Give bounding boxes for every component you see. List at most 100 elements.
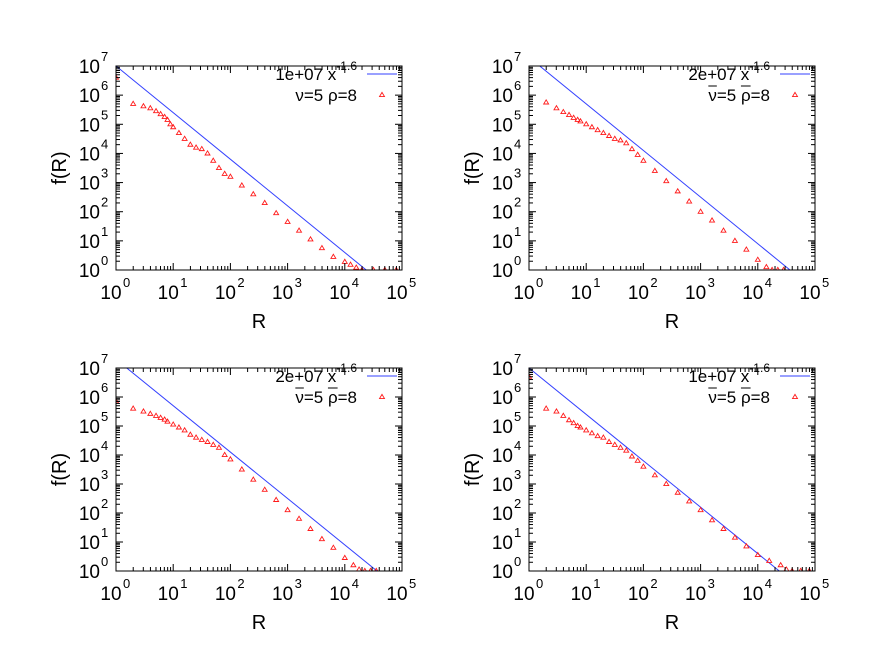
data-point [663,480,670,487]
data-point [628,145,636,152]
y-tick-label: 105 [492,409,521,438]
fit-line [529,368,781,571]
data-point [215,164,223,171]
y-tick-base: 10 [79,174,100,195]
x-tick-base: 10 [742,584,763,605]
data-point [204,149,211,156]
data-point [129,100,137,106]
data-point [594,432,601,439]
chart-panel-top-left: 1001011021031041051001011021031041051061… [49,49,416,333]
x-tick-exp: 3 [295,275,302,290]
data-point [763,263,770,270]
y-tick-base: 10 [492,144,513,165]
y-tick-label: 107 [79,351,108,380]
y-tick-label: 105 [79,107,108,136]
x-tick-exp: 0 [536,576,543,591]
data-point [164,418,171,424]
y-tick-exp: 0 [101,554,108,569]
y-tick-exp: 3 [101,166,108,181]
y-tick-label: 106 [492,78,521,107]
data-point [382,266,387,270]
data-point [743,542,750,549]
legend-fit-label: 1e+07 x-1.6 [688,361,770,386]
y-tick-base: 10 [79,388,100,409]
data-point [164,116,171,122]
x-tick-base: 10 [799,584,820,605]
y-tick-label: 104 [492,438,521,467]
x-tick-base: 10 [685,584,706,605]
legend-fit-label: 2e+07 x-1.6 [275,361,357,386]
data-point [651,167,659,173]
y-tick-label: 101 [492,525,521,554]
data-point [720,227,727,233]
data-point [284,218,291,224]
data-point [152,107,160,114]
data-point [167,120,174,127]
x-tick-base: 10 [158,283,179,304]
y-tick-exp: 4 [101,438,108,453]
y-tick-base: 10 [492,562,513,583]
x-tick-label: 104 [742,275,772,304]
x-tick-exp: 0 [123,275,130,290]
y-tick-base: 10 [79,475,100,496]
data-point [209,157,217,163]
y-tick-base: 10 [492,174,513,195]
data-point [374,567,379,571]
y-tick-label: 103 [492,166,521,195]
data-point [250,190,257,197]
y-tick-label: 102 [79,496,108,525]
data-point [574,116,581,122]
chart-panel-bottom-left: 1001011021031041051001011021031041051061… [49,351,416,634]
y-tick-exp: 2 [514,496,521,511]
y-tick-base: 10 [492,417,513,438]
legend-fit-exponent: -1.6 [336,59,357,73]
legend-fit-text: 2e+07 x [688,65,749,84]
legend-data-swatch [378,91,386,98]
data-point [542,98,550,105]
x-tick-label: 102 [215,576,245,605]
y-axis-title: f(R) [49,151,71,184]
y-tick-base: 10 [492,232,513,253]
data-point [600,129,607,136]
data-point [181,426,188,433]
y-tick-exp: 3 [514,166,521,181]
y-tick-exp: 4 [514,136,521,151]
data-point [617,444,624,450]
data-point [807,567,812,571]
data-point [640,157,647,163]
data-point [204,438,211,444]
legend-data-label: ν=5 ρ=8 [708,388,770,407]
x-tick-label: 102 [215,275,245,304]
data-point [129,405,137,411]
y-tick-label: 100 [492,253,521,282]
data-point [295,515,303,521]
y-tick-base: 10 [79,86,100,107]
data-point [221,451,228,458]
data-point [577,423,584,430]
x-tick-exp: 3 [708,576,715,591]
x-tick-label: 103 [272,576,302,605]
data-point [347,261,354,267]
x-tick-label: 103 [272,275,302,304]
x-tick-exp: 0 [123,576,130,591]
data-point [175,423,183,430]
y-tick-label: 106 [79,78,108,107]
fit-line [125,368,378,571]
x-tick-base: 10 [628,584,649,605]
data-point [685,198,693,204]
data-point [588,429,596,436]
y-tick-exp: 3 [101,467,108,482]
data-point [238,466,246,472]
y-tick-label: 106 [492,380,521,409]
y-tick-label: 107 [79,49,108,78]
chart-panel-top-right: 1001011021031041051001011021031041051061… [462,49,829,333]
data-point [261,199,268,205]
y-tick-base: 10 [492,203,513,224]
data-point [582,426,590,433]
y-tick-base: 10 [79,446,100,467]
data-point [685,497,693,504]
legend-data-swatch [791,393,799,400]
x-tick-base: 10 [685,283,706,304]
x-tick-label: 105 [386,576,416,605]
y-tick-base: 10 [79,261,100,282]
